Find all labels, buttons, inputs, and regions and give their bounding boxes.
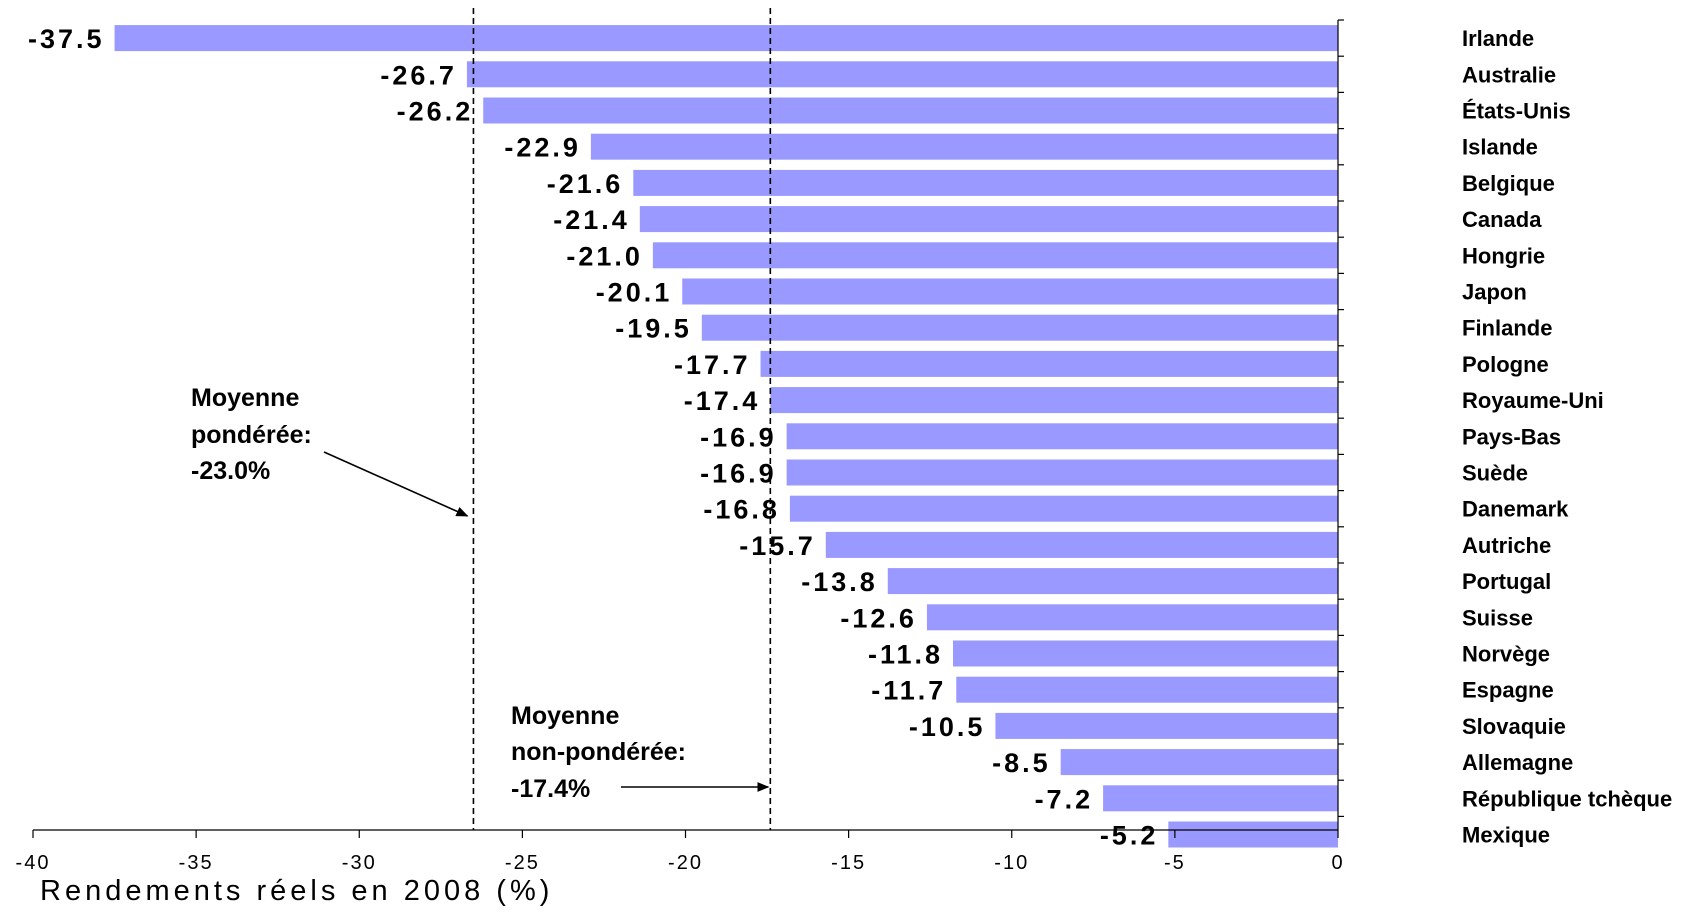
bar [682,278,1338,305]
bar [633,169,1338,196]
bar [1060,749,1338,776]
category-label: Islande [1462,135,1538,160]
data-label: -21.6 [547,169,624,199]
bar [114,25,1338,52]
bar [789,495,1338,522]
data-label: -21.4 [553,205,630,235]
category-label: Danemark [1462,497,1569,522]
data-label: -7.2 [1035,784,1094,814]
x-tick-label: 0 [1331,852,1344,874]
x-tick-label: -20 [668,852,703,874]
bar [701,314,1338,341]
bars-layer [114,25,1339,848]
data-label: -5.2 [1100,821,1159,851]
category-label: Irlande [1462,26,1534,51]
data-label: -8.5 [992,748,1051,778]
bar [995,712,1338,739]
weighted-mean-arrow [323,451,469,517]
value-labels-layer: -37.5 -26.7 -26.2 -22.9 -21.6 -21.4 -21.0 -20.1… [28,24,1159,851]
x-tick-label: -25 [505,852,540,874]
bar [590,133,1338,160]
x-axis: -40 -35 -30 -25 -20 -15 -10 -5 0 [16,19,1344,874]
data-label: -16.9 [700,422,777,452]
category-labels-layer: Irlande Australie États-Unis Islande Belgiqu… [1462,26,1672,847]
category-label: Espagne [1462,678,1554,703]
bar [483,97,1339,124]
data-label: -22.9 [504,133,581,163]
bar [825,531,1338,558]
category-label: Japon [1462,280,1527,305]
x-axis-title: Rendements réels en 2008 (%) [40,875,553,907]
data-label: -16.8 [703,495,780,525]
category-label: Autriche [1462,533,1551,558]
category-label: Mexique [1462,823,1550,848]
data-label: -19.5 [615,314,692,344]
category-label: Allemagne [1462,750,1573,775]
annotations-layer: Moyenne pondérée: -23.0% Moyenne non-pondéré… [191,384,770,803]
unweighted-mean-annotation: Moyenne [511,702,619,730]
data-label: -16.9 [700,459,777,489]
bar [1103,785,1338,812]
category-label: Canada [1462,207,1542,232]
category-label: Finlande [1462,316,1552,341]
weighted-mean-annotation: Moyenne [191,384,299,412]
data-label: -12.6 [840,603,917,633]
data-label: -15.7 [739,531,816,561]
data-label: -20.1 [596,278,673,308]
bar [786,459,1338,486]
bar [956,676,1338,703]
category-label: Suède [1462,461,1528,486]
bar [466,61,1339,88]
bar [926,604,1338,631]
x-tick-label: -15 [831,852,866,874]
category-label: Suisse [1462,605,1533,630]
x-tick-label: -10 [994,852,1029,874]
bar [953,640,1338,667]
bar [760,350,1338,377]
reference-lines-layer [472,8,772,830]
data-label: -11.7 [871,676,946,706]
bar [1168,821,1338,848]
category-label: Norvège [1462,642,1550,667]
category-label: États-Unis [1462,99,1571,124]
data-label: -37.5 [28,24,105,54]
unweighted-mean-annotation: -17.4% [511,775,590,803]
unweighted-mean-annotation: non-pondérée: [511,738,686,766]
category-label: Pologne [1462,352,1549,377]
bar [639,206,1338,233]
data-label: -21.0 [566,241,643,271]
data-label: -26.2 [397,97,474,127]
category-label: Slovaquie [1462,714,1566,739]
data-label: -26.7 [380,60,457,90]
data-label: -10.5 [909,712,986,742]
data-label: -11.8 [868,640,943,670]
weighted-mean-annotation: -23.0% [191,457,270,485]
data-label: -13.8 [801,567,878,597]
bar [770,387,1338,414]
weighted-mean-annotation: pondérée: [191,421,312,449]
category-label: Portugal [1462,569,1551,594]
data-label: -17.4 [684,386,761,416]
bar [786,423,1338,450]
x-tick-label: -40 [16,852,51,874]
category-label: République tchèque [1462,786,1672,811]
bar [887,568,1338,595]
category-label: Hongrie [1462,243,1545,268]
category-label: Belgique [1462,171,1555,196]
category-label: Royaume-Uni [1462,388,1604,413]
x-tick-label: -5 [1164,852,1186,874]
data-label: -17.7 [674,350,751,380]
x-tick-label: -35 [179,852,214,874]
bar [652,242,1338,269]
category-label: Australie [1462,62,1556,87]
category-label: Pays-Bas [1462,424,1561,449]
x-tick-label: -30 [342,852,377,874]
